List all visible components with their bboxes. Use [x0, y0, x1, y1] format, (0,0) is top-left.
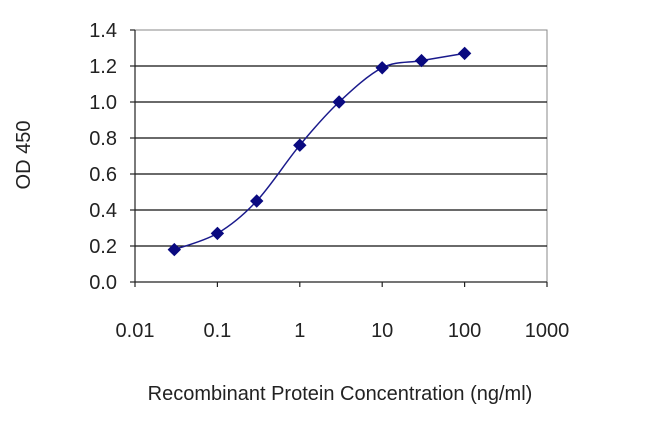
x-tick-label: 1000: [525, 320, 570, 342]
x-tick-label: 0.1: [203, 320, 231, 342]
x-tick-label: 1: [294, 320, 305, 342]
y-axis: 0.0 0.2 0.4 0.6 0.8 1.0 1.2 1.4: [89, 20, 136, 294]
gridlines: [135, 65, 547, 247]
plot-frame: [134, 29, 548, 283]
y-tick-label: 0.6: [89, 164, 117, 186]
y-tick-label: 1.0: [89, 92, 117, 114]
data-point-marker: [375, 61, 389, 75]
data-point-marker: [167, 242, 182, 257]
y-tick-label: 0.4: [89, 200, 117, 222]
x-tick-label: 100: [448, 320, 481, 342]
y-tick-label: 0.0: [89, 272, 117, 294]
data-point-marker: [457, 46, 472, 61]
series-line: [174, 52, 465, 251]
data-point-marker: [210, 226, 225, 241]
y-tick-label: 0.8: [89, 128, 117, 150]
y-axis-label: OD 450: [13, 121, 35, 190]
y-tick-label: 0.2: [89, 236, 117, 258]
x-axis-label: Recombinant Protein Concentration (ng/ml…: [148, 383, 533, 405]
data-point-marker: [414, 53, 429, 68]
plot-area: [134, 29, 548, 283]
x-axis: 0.01 0.1 1 10 100 1000: [116, 281, 570, 342]
x-tick-label: 0.01: [116, 320, 155, 342]
data-point-marker: [293, 138, 307, 152]
data-point-marker: [250, 194, 264, 208]
series-group: [167, 46, 472, 257]
y-tick-label: 1.4: [89, 20, 117, 42]
x-tick-label: 10: [371, 320, 393, 342]
y-tick-label: 1.2: [89, 56, 117, 78]
data-point-marker: [332, 95, 346, 109]
